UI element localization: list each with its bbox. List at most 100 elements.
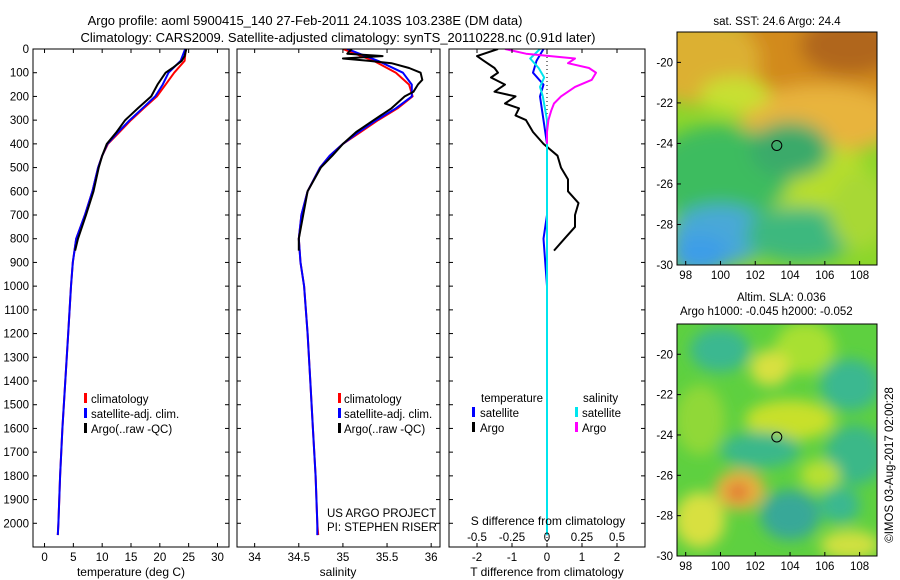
y-tick-label: 1700 — [3, 447, 29, 459]
legend-label-s-argo: Argo — [582, 423, 606, 435]
x-tick-label: 25 — [182, 552, 195, 564]
legend-label-satellite: satellite-adj. clim. — [344, 409, 432, 421]
difference-x-ticks: -2 -1 0 1 2 — [472, 49, 620, 564]
legend-swatch-climatology — [338, 393, 341, 403]
map-x-tick-label: 106 — [815, 270, 834, 282]
series-line-climatology — [297, 49, 414, 536]
legend-label-t-argo: Argo — [480, 423, 504, 435]
series-line-argo — [504, 49, 597, 144]
temperature-panel: 0100200300400500600700800900100011001200… — [3, 44, 230, 579]
y-tick-label: 1100 — [4, 305, 29, 317]
sst-map-axes: 98 100 102 104 106 108 -20 -22 -24 -26 -28 -30 — [656, 57, 869, 282]
legend-label-argo: Argo(..raw -QC) — [91, 424, 172, 436]
project-annotation: US ARGO PROJECT — [327, 508, 436, 520]
map-y-tick-label: -20 — [656, 57, 673, 69]
x-tick-label: -2 — [472, 552, 482, 564]
legend-label-climatology: climatology — [344, 394, 402, 406]
salinity-x-label: salinity — [320, 565, 357, 579]
x-tick-label: 34.5 — [288, 552, 310, 564]
map-y-tick-label: -24 — [656, 430, 673, 442]
y-tick-label: 400 — [10, 139, 29, 151]
series-line-climatology — [56, 49, 187, 536]
temperature-x-ticks: 0 5 10 15 20 25 30 — [41, 49, 224, 564]
legend-header-temperature: temperature — [481, 393, 543, 405]
credit-text: ©IMOS 03-Aug-2017 02:00:28 — [884, 387, 896, 543]
legend-swatch-t-satellite — [472, 407, 475, 417]
sst-map-panel: sat. SST: 24.6 Argo: 24.4 98 100 102 104 106… — [656, 16, 878, 282]
legend-swatch-t-argo — [472, 422, 475, 432]
y-tick-label: 300 — [10, 115, 29, 127]
legend-header-salinity: salinity — [583, 393, 618, 405]
map-y-tick-label: -24 — [656, 138, 673, 150]
x-tick-label: 10 — [96, 552, 109, 564]
legend-label-climatology: climatology — [91, 394, 149, 406]
legend-swatch-s-satellite — [575, 407, 578, 417]
salinity-lines — [297, 49, 424, 536]
series-line-satellite — [529, 49, 548, 536]
temperature-x-label: temperature (deg C) — [77, 565, 185, 579]
legend-label-t-satellite: satellite — [480, 408, 519, 420]
temperature-frame — [32, 48, 230, 548]
x-tick-label: 15 — [125, 552, 138, 564]
legend-label-argo: Argo(..raw -QC) — [344, 424, 425, 436]
y-tick-label: 900 — [10, 257, 29, 269]
y-tick-label: 200 — [10, 91, 29, 103]
x-tick-label: 36 — [425, 552, 438, 564]
y-tick-label: 1600 — [3, 423, 29, 435]
map-y-tick-label: -22 — [656, 390, 673, 402]
x-tick-label: 0 — [544, 552, 550, 564]
map-x-tick-label: 98 — [679, 561, 692, 573]
x-tick-label: 20 — [153, 552, 166, 564]
map-y-tick-label: -20 — [656, 349, 673, 361]
y-tick-label: 1900 — [3, 495, 29, 507]
legend-swatch-satellite — [338, 408, 341, 418]
y-tick-label: 700 — [10, 210, 29, 222]
y-tick-label: 2000 — [3, 518, 29, 530]
sla-map-subtitle: Argo h1000: -0.045 h2000: -0.052 — [680, 306, 853, 318]
x-tick-label: 34 — [248, 552, 261, 564]
map-x-tick-label: 106 — [815, 561, 834, 573]
difference-top-ticks: -0.5 -0.25 0 0.25 0.5 — [467, 532, 625, 544]
y-tick-label: 1200 — [3, 329, 29, 341]
sla-field — [677, 324, 877, 556]
difference-lines — [476, 49, 597, 536]
y-tick-label: 1400 — [3, 376, 29, 388]
map-x-tick-label: 104 — [780, 270, 800, 282]
map-y-tick-label: -30 — [656, 260, 673, 272]
map-y-tick-label: -28 — [656, 511, 673, 523]
title-line-1: Argo profile: aoml 5900415_140 27-Feb-20… — [88, 13, 523, 28]
temperature-legend: climatology satellite-adj. clim. Argo(..… — [84, 393, 179, 436]
salinity-frame — [236, 48, 441, 548]
top-tick-label: 0 — [544, 532, 550, 544]
top-tick-label: -0.5 — [467, 532, 487, 544]
difference-legend: temperature salinity satellite Argo sate… — [472, 393, 621, 435]
y-tick-label: 500 — [10, 163, 29, 175]
s-difference-label: S difference from climatology — [471, 514, 626, 528]
x-tick-label: 35 — [337, 552, 350, 564]
map-y-tick-label: -28 — [656, 219, 673, 231]
map-x-tick-label: 108 — [850, 270, 869, 282]
sla-map-axes: 98 100 102 104 106 108 -20 -22 -24 -26 -28 -30 — [656, 349, 869, 573]
map-x-tick-label: 104 — [780, 561, 800, 573]
y-tick-label: 1000 — [3, 281, 29, 293]
map-x-tick-label: 108 — [850, 561, 869, 573]
map-x-tick-label: 102 — [746, 270, 765, 282]
sla-map-panel: Altim. SLA: 0.036 Argo h1000: -0.045 h20… — [656, 292, 878, 573]
x-tick-label: -1 — [507, 552, 517, 564]
x-tick-label: 30 — [211, 552, 224, 564]
top-tick-label: 0.25 — [571, 532, 593, 544]
top-tick-label: -0.25 — [499, 532, 525, 544]
difference-y-ticks — [449, 48, 645, 524]
series-line-satellite-adj-clim- — [297, 49, 413, 536]
y-tick-label: 1800 — [3, 471, 29, 483]
series-line-argo — [476, 49, 580, 252]
y-tick-label: 100 — [10, 68, 29, 80]
sst-map-frame — [676, 31, 878, 266]
map-x-tick-label: 98 — [679, 270, 692, 282]
temperature-y-ticks: 0 100 200 300 400 500 600 700 800 900 1000 1100 1200… — [3, 44, 229, 530]
y-tick-label: 800 — [10, 234, 29, 246]
legend-swatch-s-argo — [575, 422, 578, 432]
salinity-legend: climatology satellite-adj. clim. Argo(..… — [338, 393, 432, 436]
salinity-x-ticks: 34 34.5 35 35.5 36 — [248, 49, 438, 564]
sst-field — [677, 32, 877, 265]
